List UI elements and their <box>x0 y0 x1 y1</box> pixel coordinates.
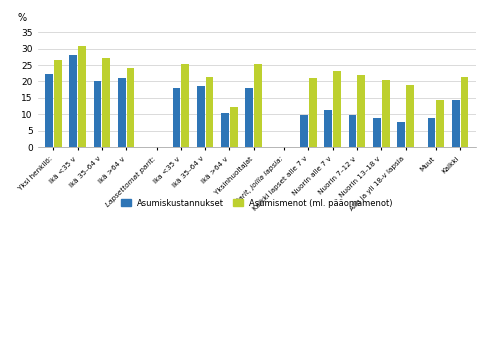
Bar <box>94 81 102 147</box>
Bar <box>181 64 189 147</box>
Bar <box>127 68 135 147</box>
Bar <box>333 71 341 147</box>
Bar <box>206 77 214 147</box>
Bar <box>325 110 332 147</box>
Bar <box>436 99 444 147</box>
Bar <box>246 88 253 147</box>
Bar <box>406 86 414 147</box>
Bar <box>452 100 460 147</box>
Bar <box>461 76 468 147</box>
Bar <box>221 113 229 147</box>
Bar <box>54 60 61 147</box>
Legend: Asumiskustannukset, Asumismenot (ml. pääomamenot): Asumiskustannukset, Asumismenot (ml. pää… <box>117 195 396 211</box>
Bar <box>382 80 389 147</box>
Bar <box>197 86 205 147</box>
Bar <box>118 78 126 147</box>
Y-axis label: %: % <box>18 13 27 23</box>
Bar <box>309 78 317 147</box>
Bar <box>45 74 53 147</box>
Bar <box>69 55 77 147</box>
Bar <box>349 115 356 147</box>
Bar <box>230 107 238 147</box>
Bar <box>300 115 308 147</box>
Bar <box>173 88 180 147</box>
Bar <box>428 118 436 147</box>
Bar <box>397 122 405 147</box>
Bar <box>78 46 86 147</box>
Bar <box>373 118 381 147</box>
Bar <box>357 75 365 147</box>
Bar <box>254 64 262 147</box>
Bar <box>103 58 110 147</box>
